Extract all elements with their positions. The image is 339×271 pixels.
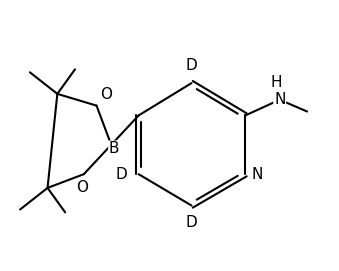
Text: H: H (270, 75, 281, 90)
Text: N: N (251, 167, 263, 182)
Text: D: D (186, 215, 197, 230)
Text: D: D (115, 167, 127, 182)
Text: N: N (274, 92, 285, 107)
Text: B: B (109, 141, 119, 156)
Text: D: D (186, 58, 197, 73)
Text: O: O (100, 87, 113, 102)
Text: O: O (76, 180, 88, 195)
